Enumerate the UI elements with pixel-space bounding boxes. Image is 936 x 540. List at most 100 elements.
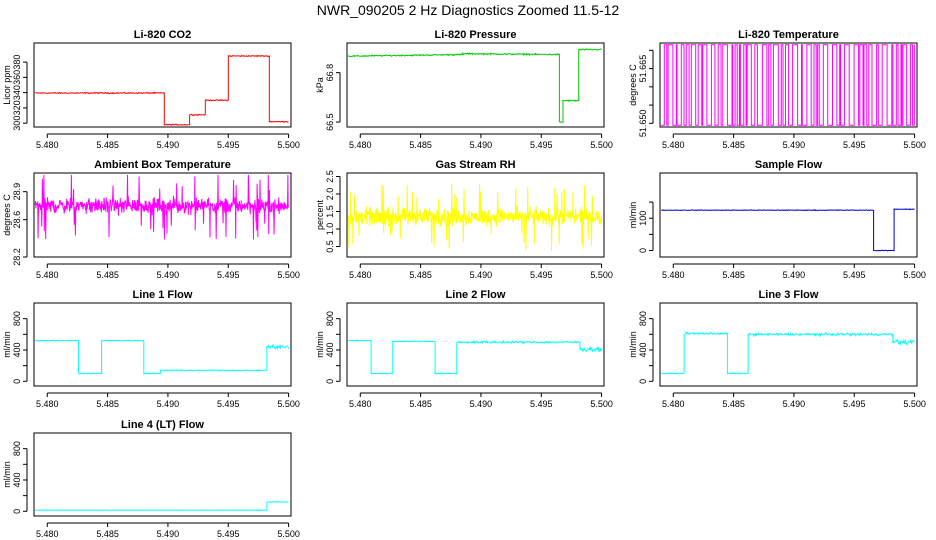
- y-tick-label: 0: [638, 248, 648, 253]
- y-axis-label: Licor ppm: [2, 65, 12, 105]
- x-axis: 5.480 5.485 5.490 5.495 5.500: [36, 392, 300, 409]
- series-line: [661, 208, 915, 252]
- y-axis: 51.650 51.665: [638, 49, 654, 138]
- y-axis: 0 400 800: [12, 441, 28, 514]
- chart-title: Ambient Box Temperature: [94, 159, 231, 171]
- series-line: [348, 339, 603, 375]
- x-tick-label: 5.480: [36, 529, 59, 539]
- x-tick-label: 5.495: [530, 140, 553, 150]
- x-axis: 5.480 5.485 5.490 5.495 5.500: [36, 522, 300, 539]
- x-axis: 5.480 5.485 5.490 5.495 5.500: [349, 392, 613, 409]
- chart-title: Line 2 Flow: [446, 289, 506, 301]
- series-line-group: [348, 339, 603, 375]
- x-tick-label: 5.500: [277, 399, 300, 409]
- x-axis: 5.480 5.485 5.490 5.495 5.500: [349, 263, 613, 280]
- x-tick-label: 5.490: [783, 270, 806, 280]
- series-line: [347, 48, 602, 123]
- plot-frame: [659, 42, 918, 128]
- x-tick-label: 5.485: [96, 140, 119, 150]
- series-line: [35, 339, 290, 375]
- y-tick-label: 2.5: [325, 170, 335, 183]
- chart-title: Li-820 Temperature: [738, 29, 839, 41]
- x-tick-label: 5.500: [590, 399, 613, 409]
- series-line-group: [661, 44, 915, 126]
- x-tick-label: 5.485: [409, 270, 432, 280]
- series-line: [661, 44, 915, 126]
- x-tick-label: 5.495: [217, 140, 240, 150]
- x-tick-label: 5.490: [470, 399, 493, 409]
- series-line-group: [347, 48, 602, 123]
- x-tick-label: 5.495: [843, 399, 866, 409]
- x-tick-label: 5.500: [277, 270, 300, 280]
- series-line-group: [661, 331, 915, 375]
- series-line-group: [34, 174, 290, 240]
- x-tick-label: 5.480: [349, 270, 372, 280]
- y-axis: 66.5 66.8: [325, 64, 341, 131]
- x-tick-label: 5.490: [783, 399, 806, 409]
- y-tick-label: 800: [12, 311, 22, 326]
- series-line: [34, 174, 290, 240]
- y-tick-label: 28.6: [12, 211, 22, 229]
- series-line: [34, 54, 289, 127]
- series-line: [347, 183, 603, 251]
- x-tick-label: 5.480: [349, 140, 372, 150]
- x-axis: 5.480 5.485 5.490 5.495 5.500: [36, 263, 300, 280]
- series-line: [661, 331, 915, 375]
- y-tick-label: 1.0: [325, 223, 335, 236]
- plot-frame: [33, 302, 292, 387]
- chart-title: Line 1 Flow: [133, 289, 193, 301]
- y-axis: 0 100: [638, 201, 654, 253]
- y-tick-label: 28.9: [12, 183, 22, 201]
- x-tick-label: 5.480: [36, 140, 59, 150]
- series-line: [35, 501, 289, 511]
- chart-title: Li-820 Pressure: [435, 29, 517, 41]
- y-axis: 0 400 800: [12, 311, 28, 384]
- x-tick-label: 5.495: [530, 270, 553, 280]
- chart-panel: Line 4 (LT) Flow 5.480 5.485 5.490 5.495 5.50…: [2, 419, 300, 539]
- x-tick-label: 5.480: [36, 270, 59, 280]
- y-axis-label: ml/min: [2, 331, 12, 358]
- chart-panel: Li-820 Pressure 5.480 5.485 5.490 5.495 5.500…: [315, 29, 613, 150]
- x-tick-label: 5.495: [217, 270, 240, 280]
- x-tick-label: 5.485: [409, 399, 432, 409]
- y-axis: 0 400 800: [325, 311, 341, 384]
- y-axis-label: degrees C: [628, 64, 638, 106]
- x-tick-label: 5.480: [36, 399, 59, 409]
- x-tick-label: 5.500: [277, 140, 300, 150]
- chart-title: Line 4 (LT) Flow: [121, 419, 204, 431]
- plot-frame: [33, 172, 292, 258]
- chart-panel: Line 1 Flow 5.480 5.485 5.490 5.495 5.500 0 400…: [2, 289, 300, 409]
- x-tick-label: 5.485: [409, 140, 432, 150]
- chart-title: Gas Stream RH: [435, 159, 515, 171]
- x-tick-label: 5.485: [722, 270, 745, 280]
- y-tick-label: 100: [638, 211, 648, 226]
- y-tick-label: 1.5: [325, 205, 335, 218]
- plot-frame: [346, 172, 605, 258]
- series-line-group: [35, 339, 290, 375]
- x-tick-label: 5.480: [349, 399, 372, 409]
- plot-frame: [33, 42, 292, 128]
- x-tick-label: 5.480: [662, 270, 685, 280]
- plot-frame: [346, 302, 605, 387]
- y-tick-label: 51.650: [638, 110, 648, 138]
- series-line-group: [661, 208, 915, 252]
- x-tick-label: 5.485: [722, 140, 745, 150]
- y-axis: 28.2 28.6 28.9: [12, 183, 28, 266]
- y-tick-label: 0.5: [325, 240, 335, 253]
- y-tick-label: 360: [12, 70, 22, 85]
- y-tick-label: 800: [12, 441, 22, 456]
- x-axis: 5.480 5.485 5.490 5.495 5.500: [662, 263, 926, 280]
- x-tick-label: 5.495: [217, 529, 240, 539]
- y-tick-label: 340: [12, 85, 22, 100]
- chart-title: Sample Flow: [755, 159, 823, 171]
- x-tick-label: 5.500: [903, 140, 926, 150]
- y-tick-label: 320: [12, 100, 22, 115]
- y-tick-label: 0: [325, 379, 335, 384]
- x-tick-label: 5.485: [722, 399, 745, 409]
- x-tick-label: 5.485: [96, 529, 119, 539]
- x-tick-label: 5.490: [783, 140, 806, 150]
- plot-frame: [346, 42, 605, 128]
- x-tick-label: 5.500: [903, 399, 926, 409]
